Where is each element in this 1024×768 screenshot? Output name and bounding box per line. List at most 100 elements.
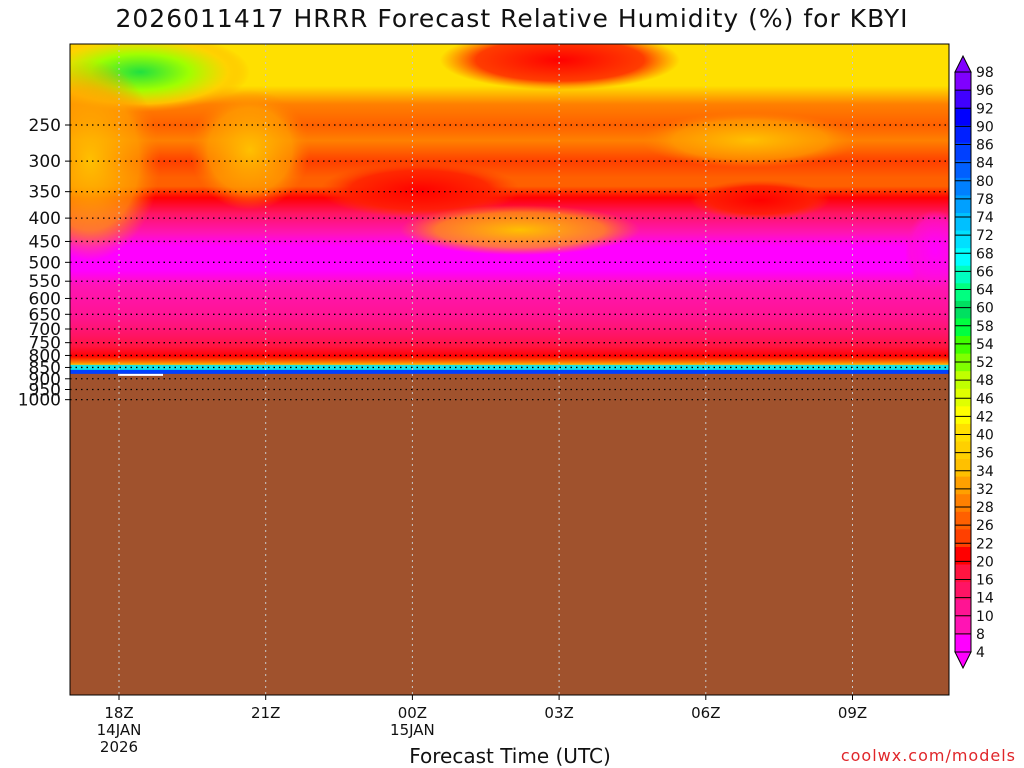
y-tick-label: 1000 [18, 391, 61, 411]
colorbar-label: 86 [976, 138, 994, 154]
colorbar-label: 92 [976, 101, 994, 117]
colorbar-swatch [955, 388, 971, 407]
credit-link[interactable]: coolwx.com/models [840, 746, 1016, 765]
colorbar-swatch [955, 247, 971, 266]
colorbar-swatch [955, 528, 971, 547]
y-tick-label: 350 [29, 183, 61, 203]
rh-contour-region [190, 90, 310, 210]
colorbar-swatch [955, 634, 971, 653]
y-tick-label: 450 [29, 232, 61, 252]
rh-contour-region [400, 205, 640, 255]
y-tick-label: 800 [29, 346, 61, 366]
colorbar-swatch [955, 142, 971, 161]
chart-title: 2026011417 HRRR Forecast Relative Humidi… [115, 4, 909, 33]
y-tick-label: 750 [29, 334, 61, 354]
y-tick-label: 300 [29, 152, 61, 172]
colorbar-swatch [955, 300, 971, 319]
colorbar-swatch [955, 458, 971, 477]
moist-layer [70, 364, 949, 371]
colorbar-swatch [955, 318, 971, 337]
colorbar-swatch [955, 476, 971, 495]
rh-contour-region [70, 60, 160, 260]
y-tick-label: 600 [29, 289, 61, 309]
y-tick-label: 500 [29, 253, 61, 273]
colorbar-swatch [955, 212, 971, 231]
colorbar-swatch [955, 564, 971, 583]
colorbar-max-arrow [954, 54, 972, 73]
colorbar-swatch [955, 405, 971, 424]
colorbar-label: 16 [976, 573, 994, 589]
colorbar-swatch [955, 89, 971, 108]
y-tick-label: 700 [29, 320, 61, 340]
y-tick-label: 950 [29, 380, 61, 400]
colorbar-label: 58 [976, 319, 994, 335]
y-tick-label: 250 [29, 116, 61, 136]
colorbar-label: 4 [976, 645, 985, 661]
colorbar-label: 74 [976, 210, 994, 226]
rh-contour-region [320, 162, 520, 218]
colorbar-label: 36 [976, 446, 994, 462]
colorbar-swatch [955, 265, 971, 284]
colorbar-swatch [955, 511, 971, 530]
colorbar-swatch [955, 124, 971, 143]
colorbar-swatch [955, 493, 971, 512]
colorbar-label: 20 [976, 554, 994, 570]
colorbar-label: 26 [976, 518, 994, 534]
y-tick-label: 900 [29, 370, 61, 390]
colorbar-swatch [955, 72, 971, 90]
x-axis-title: Forecast Time (UTC) [409, 744, 611, 768]
colorbar-swatch [955, 599, 971, 618]
colorbar-label: 10 [976, 609, 994, 625]
x-tick-label: 00Z [398, 704, 427, 722]
colorbar-label: 22 [976, 536, 994, 552]
colorbar-label: 46 [976, 391, 994, 407]
colorbar-swatch [955, 195, 971, 214]
colorbar-label: 98 [976, 65, 994, 81]
colorbar-label: 14 [976, 591, 994, 607]
colorbar-label: 78 [976, 192, 994, 208]
rh-contour-region [690, 180, 830, 220]
colorbar-label: 52 [976, 355, 994, 371]
moist-layer [70, 369, 949, 374]
colorbar-swatch [955, 107, 971, 126]
colorbar-label: 54 [976, 337, 994, 353]
colorbar-swatch [955, 177, 971, 196]
colorbar-swatch [955, 335, 971, 354]
colorbar-label: 40 [976, 428, 994, 444]
colorbar-label: 64 [976, 283, 994, 299]
x-tick-date: 14JAN [97, 721, 142, 739]
y-tick-label: 400 [29, 209, 61, 229]
colorbar-label: 80 [976, 174, 994, 190]
colorbar-label: 34 [976, 464, 994, 480]
colorbar-label: 60 [976, 301, 994, 317]
y-tick-label: 650 [29, 305, 61, 325]
rh-contour-region [440, 44, 680, 90]
colorbar-label: 96 [976, 83, 994, 99]
ground-terrain [70, 373, 949, 695]
colorbar-label: 68 [976, 246, 994, 262]
colorbar-swatch [955, 423, 971, 442]
colorbar-label: 90 [976, 119, 994, 135]
colorbar-label: 66 [976, 264, 994, 280]
rh-contour-region [905, 210, 949, 290]
x-tick-label: 09Z [838, 704, 867, 722]
colorbar-label: 28 [976, 500, 994, 516]
colorbar-label: 42 [976, 409, 994, 425]
x-tick-year: 2026 [100, 738, 138, 756]
colorbar-swatch [955, 282, 971, 301]
rh-contour-region [640, 112, 860, 168]
colorbar-swatch [955, 159, 971, 178]
colorbar-swatch [955, 616, 971, 635]
plot-frame [69, 43, 950, 696]
x-tick-label: 21Z [251, 704, 280, 722]
colorbar-swatch [955, 230, 971, 249]
colorbar-label: 48 [976, 373, 994, 389]
colorbar-label: 84 [976, 156, 994, 172]
colorbar-swatch [955, 441, 971, 460]
colorbar-swatch [955, 581, 971, 600]
colorbar-min-arrow [954, 651, 972, 670]
y-tick-label: 850 [29, 358, 61, 378]
y-tick-label: 550 [29, 272, 61, 292]
colorbar-label: 72 [976, 228, 994, 244]
